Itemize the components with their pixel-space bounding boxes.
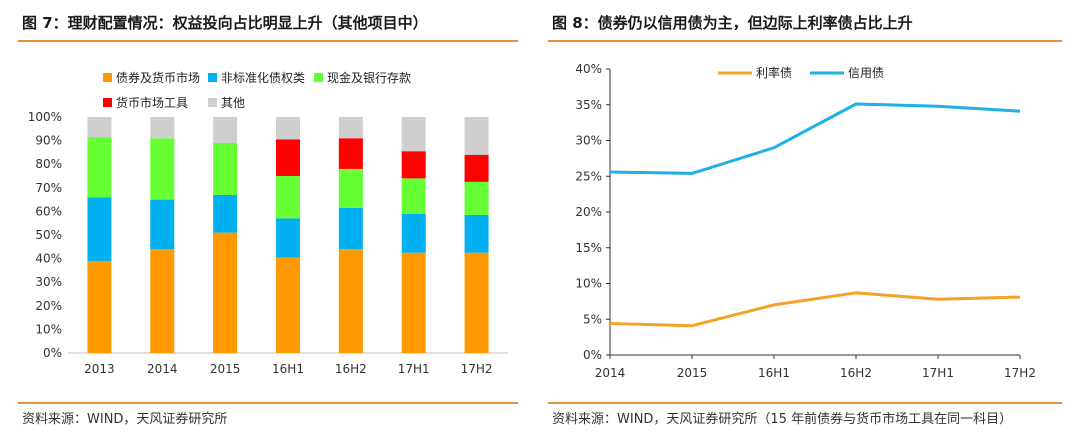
x-tick-label: 17H2 [1004, 366, 1036, 380]
x-tick-label: 17H2 [461, 362, 493, 376]
bar-segment [401, 178, 426, 214]
x-tick-label: 17H1 [922, 366, 954, 380]
y-tick-label: 10% [575, 277, 602, 291]
bar-segment [464, 117, 489, 155]
legend-swatch [208, 98, 217, 107]
bar-segment [464, 154, 489, 182]
y-tick-label: 40% [35, 252, 62, 266]
bar-segment [338, 168, 363, 208]
bar-segment [87, 117, 112, 138]
y-tick-label: 35% [575, 98, 602, 112]
bar-segment [213, 117, 238, 143]
y-tick-label: 40% [575, 62, 602, 76]
right-bottom-rule [548, 402, 1062, 404]
y-tick-label: 20% [575, 205, 602, 219]
bar-segment [338, 138, 363, 169]
x-tick-label: 2014 [595, 366, 626, 380]
bar-segment [276, 139, 300, 176]
right-figure-panel: 图 8：债券仍以信用债为主，但边际上利率债占比上升 0% 5% 10% 15% 20% 2… [548, 0, 1062, 442]
x-tick-label: 2015 [210, 362, 241, 376]
left-source-note: 资料来源：WIND，天风证券研究所 [22, 412, 228, 427]
bar-segment [213, 142, 238, 195]
bar-segment [150, 138, 175, 200]
series-line [609, 291, 1021, 328]
x-tick-label: 16H2 [840, 366, 872, 380]
series-line [609, 102, 1021, 175]
bar-segment [276, 257, 300, 353]
legend-label: 利率债 [756, 65, 792, 80]
legend-swatch [103, 73, 112, 82]
y-tick-label: 15% [575, 241, 602, 255]
bar-segment [401, 213, 426, 253]
bar-segment [401, 252, 426, 353]
left-figure-title: 图 7：理财配置情况：权益投向占比明显上升（其他项目中） [22, 14, 428, 32]
legend-label: 其他 [221, 96, 245, 110]
y-tick-label: 10% [35, 322, 62, 336]
y-tick-label: 0% [583, 348, 602, 362]
legend-swatch [314, 73, 323, 82]
bar-segment [87, 137, 112, 198]
x-tick-label: 17H1 [398, 362, 430, 376]
bar-segment [276, 218, 300, 258]
legend-label: 信用债 [848, 66, 884, 80]
bar-segment [338, 117, 363, 139]
y-tick-label: 80% [35, 157, 62, 171]
x-tick-label: 16H1 [758, 366, 790, 380]
bar-segment [87, 197, 112, 261]
bar-segment [401, 117, 426, 152]
y-tick-label: 30% [35, 275, 62, 289]
bar-segment [338, 249, 363, 353]
line-chart: 0% 5% 10% 15% 20% 25% 30% 35% 40% 2014 2015 16H1 16H… [575, 62, 1036, 380]
y-tick-label: 90% [35, 134, 62, 148]
legend-label: 非标准化债权类 [221, 71, 305, 85]
x-tick-label: 16H2 [335, 362, 367, 376]
x-tick-label: 2015 [677, 366, 708, 380]
y-tick-label: 70% [35, 181, 62, 195]
y-tick-label: 25% [575, 169, 602, 183]
bar-segment [150, 117, 175, 139]
y-tick-label: 100% [28, 110, 62, 124]
legend-swatch [208, 73, 217, 82]
x-tick-label: 2013 [84, 362, 115, 376]
right-figure-title: 图 8：债券仍以信用债为主，但边际上利率债占比上升 [552, 14, 913, 32]
y-tick-label: 5% [583, 312, 602, 326]
bar-segment [213, 232, 238, 353]
x-tick-label: 16H1 [272, 362, 304, 376]
legend-label: 现金及银行存款 [327, 70, 411, 85]
x-tick-label: 2014 [147, 362, 178, 376]
bar-segment [276, 117, 300, 140]
bar-segment [401, 151, 426, 179]
legend-label: 债券及货币市场 [116, 70, 200, 85]
bar-segment [150, 199, 175, 250]
left-title-rule [18, 40, 518, 42]
bar-segment [464, 252, 489, 353]
bar-segment [213, 194, 238, 233]
y-tick-label: 30% [575, 134, 602, 148]
y-tick-label: 0% [43, 346, 62, 360]
right-title-rule [548, 40, 1062, 42]
bar-segment [464, 214, 489, 253]
bar-segment [276, 176, 300, 219]
y-tick-label: 50% [35, 228, 62, 242]
y-tick-label: 60% [35, 204, 62, 218]
bar-segment [338, 207, 363, 250]
bar-segment [150, 249, 175, 353]
bar-segment [87, 260, 112, 353]
legend-label: 货币市场工具 [116, 95, 188, 110]
left-bottom-rule [18, 402, 518, 404]
y-tick-label: 20% [35, 299, 62, 313]
left-figure-panel: 图 7：理财配置情况：权益投向占比明显上升（其他项目中） 债券及货币市场 非标准化… [18, 0, 518, 442]
right-source-note: 资料来源：WIND，天风证券研究所（15 年前债券与货币市场工具在同一科目） [552, 412, 1013, 427]
legend-swatch [103, 98, 112, 107]
bar-segment [464, 181, 489, 215]
